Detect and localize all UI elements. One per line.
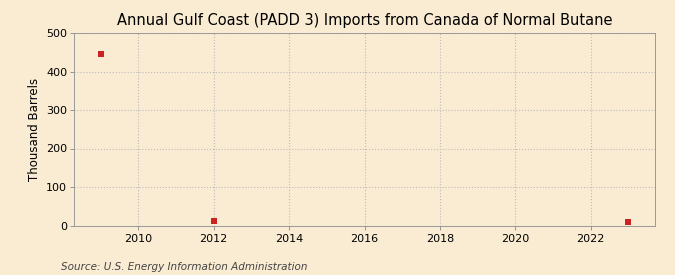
- Text: Source: U.S. Energy Information Administration: Source: U.S. Energy Information Administ…: [61, 262, 307, 272]
- Title: Annual Gulf Coast (PADD 3) Imports from Canada of Normal Butane: Annual Gulf Coast (PADD 3) Imports from …: [117, 13, 612, 28]
- Point: [209, 219, 219, 224]
- Y-axis label: Thousand Barrels: Thousand Barrels: [28, 78, 40, 181]
- Point: [95, 52, 106, 56]
- Point: [623, 220, 634, 225]
